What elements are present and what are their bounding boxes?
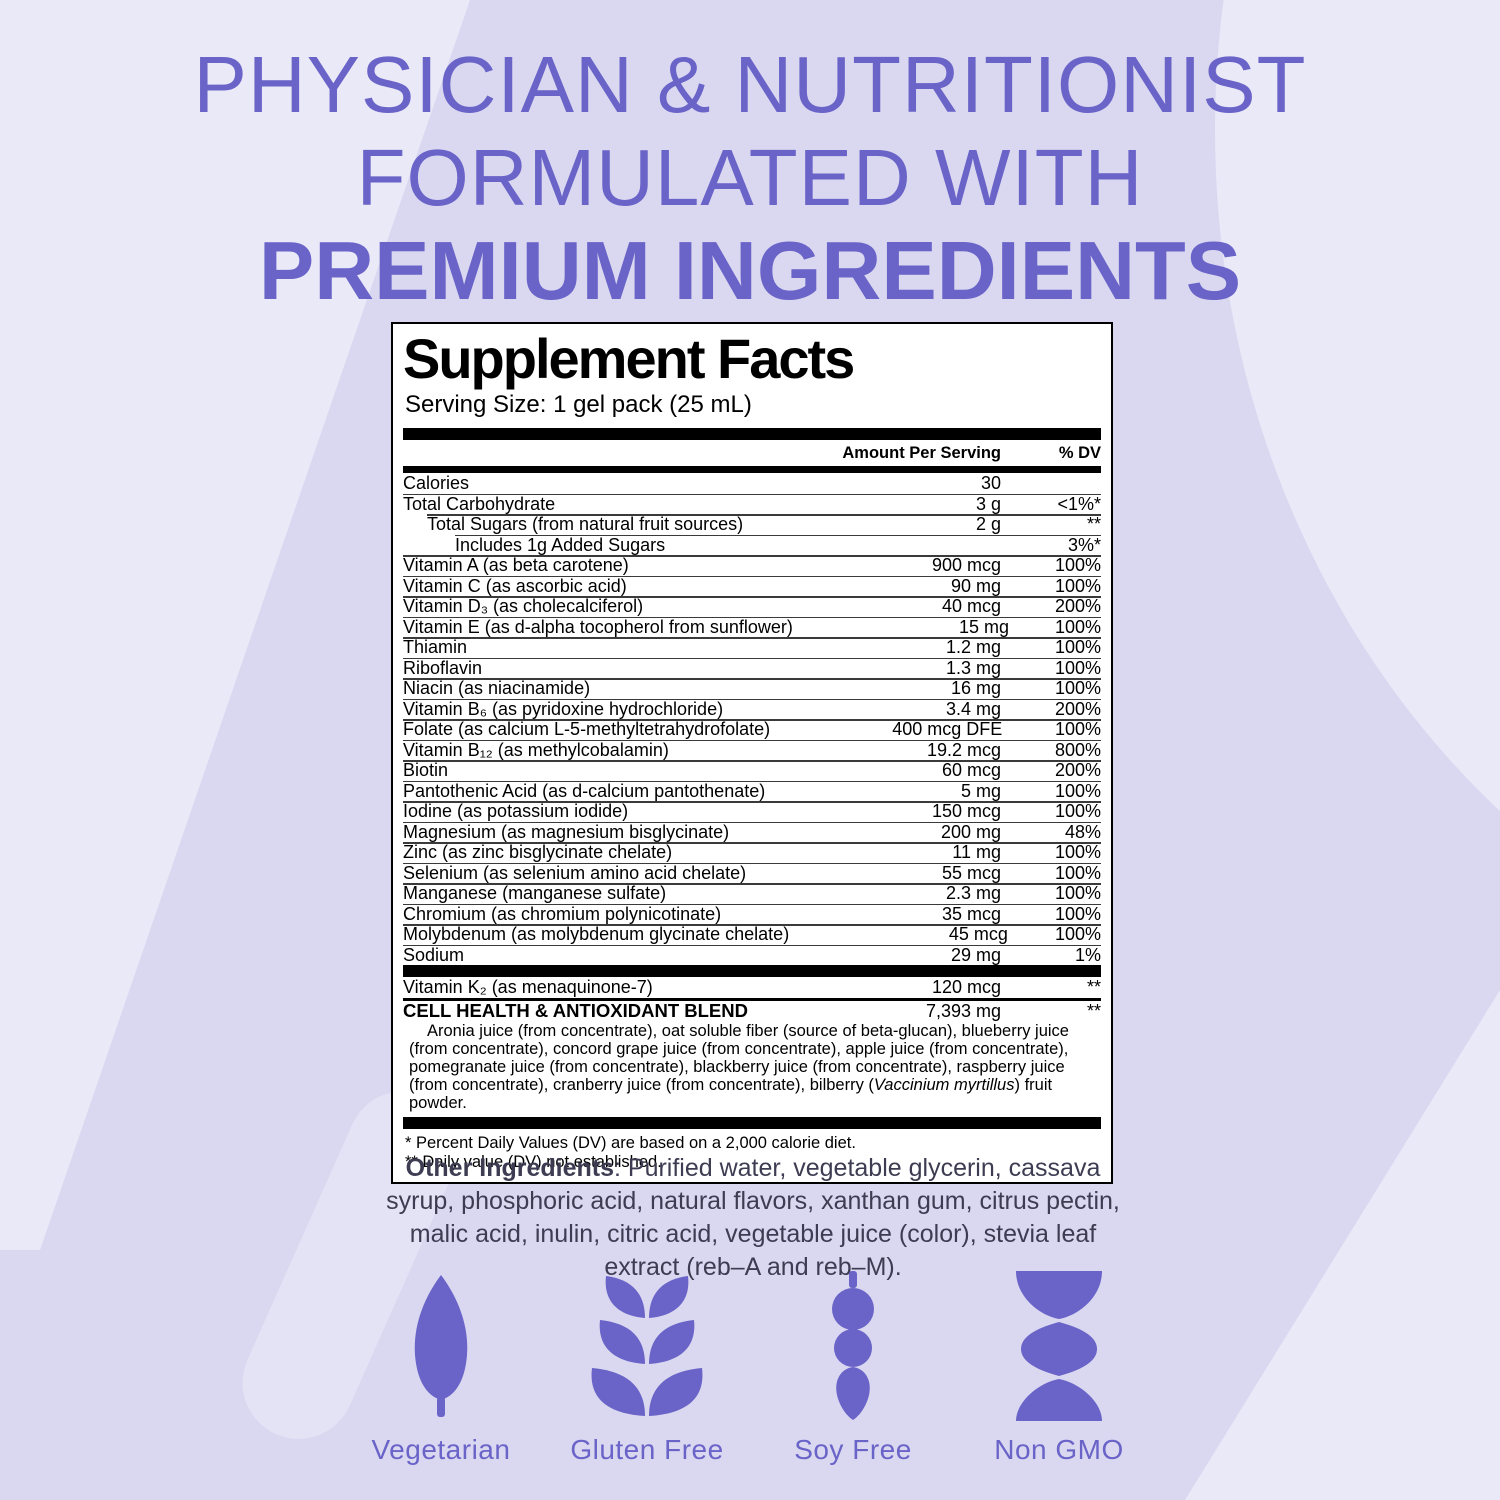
other-ingredients-label: Other Ingredients: [405, 1154, 614, 1182]
divider-thick: [403, 965, 1101, 977]
footnote-dv: * Percent Daily Values (DV) are based on…: [405, 1134, 856, 1152]
nutrient-row-folate: Folate (as calcium L-5-methyltetrahydrof…: [403, 719, 1101, 739]
nutrient-row-riboflavin: Riboflavin 1.3 mg 100%: [403, 657, 1101, 678]
soy-pod-icon: [822, 1271, 884, 1420]
badge-row: Vegetarian Gluten Free Soy Free: [0, 1271, 1500, 1466]
badge-label: Non GMO: [994, 1434, 1124, 1465]
nutrient-row-vitamin-b6: Vitamin B₆ (as pyridoxine hydrochloride)…: [403, 698, 1101, 719]
column-percent-dv: % DV: [1058, 444, 1101, 462]
nutrient-row-biotin: Biotin 60 mcg 200%: [403, 760, 1101, 780]
table-header: Amount Per Serving % DV: [403, 440, 1101, 466]
nutrient-row-niacin: Niacin (as niacinamide) 16 mg 100%: [403, 678, 1101, 698]
nutrient-row-iodine: Iodine (as potassium iodide) 150 mcg 100…: [403, 801, 1101, 821]
nutrient-rows: Calories 30 Total Carbohydrate 3 g <1%* …: [403, 473, 1101, 965]
badge-non-gmo: Non GMO: [973, 1271, 1145, 1466]
nutrient-row-thiamin: Thiamin 1.2 mg 100%: [403, 637, 1101, 657]
nutrient-row-vitamin-d3: Vitamin D₃ (as cholecalciferol) 40 mcg 2…: [403, 596, 1101, 616]
nutrient-row-chromium: Chromium (as chromium polynicotinate) 35…: [403, 903, 1101, 924]
dna-icon: [1013, 1271, 1105, 1421]
nutrient-row-total-sugars: Total Sugars (from natural fruit sources…: [403, 514, 1101, 535]
nutrient-row-magnesium: Magnesium (as magnesium bisglycinate) 20…: [403, 821, 1101, 842]
divider-thick: [403, 1117, 1101, 1129]
badge-label: Vegetarian: [371, 1434, 511, 1465]
divider-thick: [403, 428, 1101, 440]
nutrient-row-calories: Calories 30: [403, 473, 1001, 493]
supplement-facts-panel: Supplement Facts Serving Size: 1 gel pac…: [391, 322, 1113, 1184]
supplement-facts-title: Supplement Facts: [403, 327, 855, 390]
headline-line-1: PHYSICIAN & NUTRITIONIST: [193, 40, 1307, 129]
badge-label: Soy Free: [794, 1434, 912, 1465]
footnote-not-established: ** Daily value (DV) not established.: [405, 1153, 662, 1171]
headline-line-3: PREMIUM INGREDIENTS: [258, 224, 1242, 317]
blend-description: Aronia juice (from concentrate), oat sol…: [409, 1022, 1069, 1112]
leaf-icon: [406, 1272, 476, 1420]
nutrient-row-zinc: Zinc (as zinc bisglycinate chelate) 11 m…: [403, 842, 1101, 862]
nutrient-row-vitamin-b12: Vitamin B₁₂ (as methylcobalamin) 19.2 mc…: [403, 739, 1101, 760]
headline: PHYSICIAN & NUTRITIONIST FORMULATED WITH…: [0, 38, 1500, 317]
nutrient-row-antioxidant-blend: CELL HEALTH & ANTIOXIDANT BLEND 7,393 mg…: [403, 999, 1101, 1021]
nutrient-row-vitamin-k2: Vitamin K₂ (as menaquinone-7) 120 mcg **: [403, 977, 1101, 997]
nutrient-row-vitamin-e: Vitamin E (as d-alpha tocopherol from su…: [403, 616, 1101, 637]
badge-label: Gluten Free: [570, 1434, 724, 1465]
nutrient-row-pantothenic-acid: Pantothenic Acid (as d-calcium pantothen…: [403, 780, 1101, 801]
nutrient-row-added-sugars: Includes 1g Added Sugars 3%*: [403, 534, 1101, 556]
nutrient-row-sodium: Sodium 29 mg 1%: [403, 944, 1101, 965]
divider-medium: [403, 466, 1101, 473]
nutrient-row-manganese: Manganese (manganese sulfate) 2.3 mg 100…: [403, 883, 1101, 903]
badge-gluten-free: Gluten Free: [561, 1272, 733, 1466]
blend-latin-name: Vaccinium myrtillus: [873, 1076, 1015, 1094]
serving-size: Serving Size: 1 gel pack (25 mL): [405, 391, 752, 418]
footnotes: * Percent Daily Values (DV) are based on…: [403, 1129, 1101, 1174]
other-ingredients: Other Ingredients: Purified water, veget…: [370, 1152, 1136, 1284]
badge-vegetarian: Vegetarian: [355, 1272, 527, 1466]
nutrient-row-vitamin-c: Vitamin C (as ascorbic acid) 90 mg 100%: [403, 575, 1101, 596]
divider-thin: [403, 997, 1101, 1001]
nutrient-row-total-carbohydrate: Total Carbohydrate 3 g <1%*: [403, 493, 1101, 514]
headline-line-2: FORMULATED WITH: [356, 133, 1144, 222]
wheat-icon: [586, 1272, 708, 1420]
nutrient-row-vitamin-a: Vitamin A (as beta carotene) 900 mcg 100…: [403, 555, 1101, 575]
badge-soy-free: Soy Free: [767, 1271, 939, 1466]
nutrient-row-molybdenum: Molybdenum (as molybdenum glycinate chel…: [403, 924, 1101, 944]
nutrient-row-selenium: Selenium (as selenium amino acid chelate…: [403, 862, 1101, 883]
column-amount-per-serving: Amount Per Serving: [842, 444, 1001, 462]
